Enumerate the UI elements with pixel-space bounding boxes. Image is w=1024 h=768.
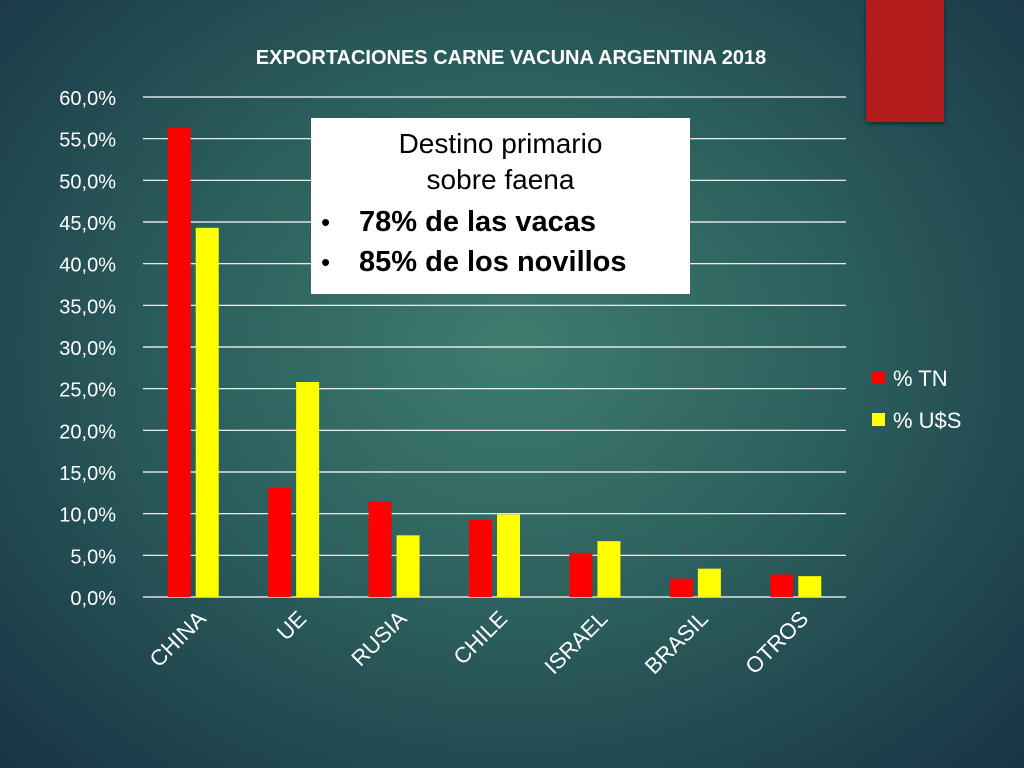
y-tick-label: 15,0% <box>59 463 116 485</box>
bar <box>469 519 492 597</box>
x-axis-labels: CHINA UE RUSIA CHILE ISRAEL BRASIL OTROS <box>145 606 814 679</box>
bar <box>167 127 191 597</box>
y-tick-label: 50,0% <box>59 171 116 193</box>
y-tick-label: 60,0% <box>59 88 116 110</box>
chart-title: EXPORTACIONES CARNE VACUNA ARGENTINA 201… <box>256 47 766 69</box>
y-tick-label: 30,0% <box>59 338 116 360</box>
x-tick-label: CHILE <box>449 606 512 669</box>
legend-swatch <box>872 413 885 426</box>
annotation-item: • 85% de los novillos <box>311 242 690 282</box>
x-tick-label: CHINA <box>145 606 211 672</box>
bar <box>597 541 621 597</box>
y-tick-label: 20,0% <box>59 421 116 443</box>
legend-label: % TN <box>893 366 948 391</box>
bars <box>167 127 822 598</box>
bullet-icon: • <box>321 207 331 237</box>
bar <box>268 487 292 597</box>
annotation-title-line1: Destino primario <box>398 128 603 159</box>
bar <box>697 568 721 597</box>
bar <box>770 574 794 597</box>
y-tick-label: 55,0% <box>59 130 116 152</box>
bar <box>195 227 219 598</box>
y-tick-label: 5,0% <box>70 546 116 568</box>
bar <box>669 578 693 597</box>
bar <box>296 382 320 597</box>
bar <box>569 552 593 597</box>
y-axis-ticks: 0,0% 5,0% 10,0% 15,0% 20,0% 25,0% 30,0% 35,0% 40… <box>59 88 116 610</box>
x-tick-label: RUSIA <box>346 606 411 671</box>
annotation-item: • 78% de las vacas <box>311 202 690 242</box>
x-tick-label: ISRAEL <box>539 606 612 679</box>
y-tick-label: 45,0% <box>59 213 116 235</box>
bar <box>396 535 420 597</box>
x-tick-label: BRASIL <box>640 606 713 679</box>
bar <box>497 514 520 597</box>
annotation-item-text: 85% de los novillos <box>359 246 627 278</box>
accent-block <box>866 0 944 122</box>
annotation-item-text: 78% de las vacas <box>359 206 597 238</box>
annotation-list: • 78% de las vacas • 85% de los novillos <box>311 202 690 282</box>
y-tick-label: 10,0% <box>59 505 116 527</box>
y-tick-label: 40,0% <box>59 255 116 277</box>
legend-label: % U$S <box>893 408 961 433</box>
legend-swatch <box>872 371 885 384</box>
x-tick-label: UE <box>272 606 311 645</box>
bar <box>368 502 392 597</box>
x-tick-label: OTROS <box>740 606 813 679</box>
legend: % TN % U$S <box>872 366 961 433</box>
bar <box>798 576 822 597</box>
y-tick-label: 0,0% <box>70 588 116 610</box>
y-tick-label: 35,0% <box>59 296 116 318</box>
y-tick-label: 25,0% <box>59 380 116 402</box>
bullet-icon: • <box>321 247 331 277</box>
annotation-box: Destino primario sobre faena • 78% de la… <box>311 118 690 294</box>
annotation-title-line2: sobre faena <box>426 164 575 195</box>
